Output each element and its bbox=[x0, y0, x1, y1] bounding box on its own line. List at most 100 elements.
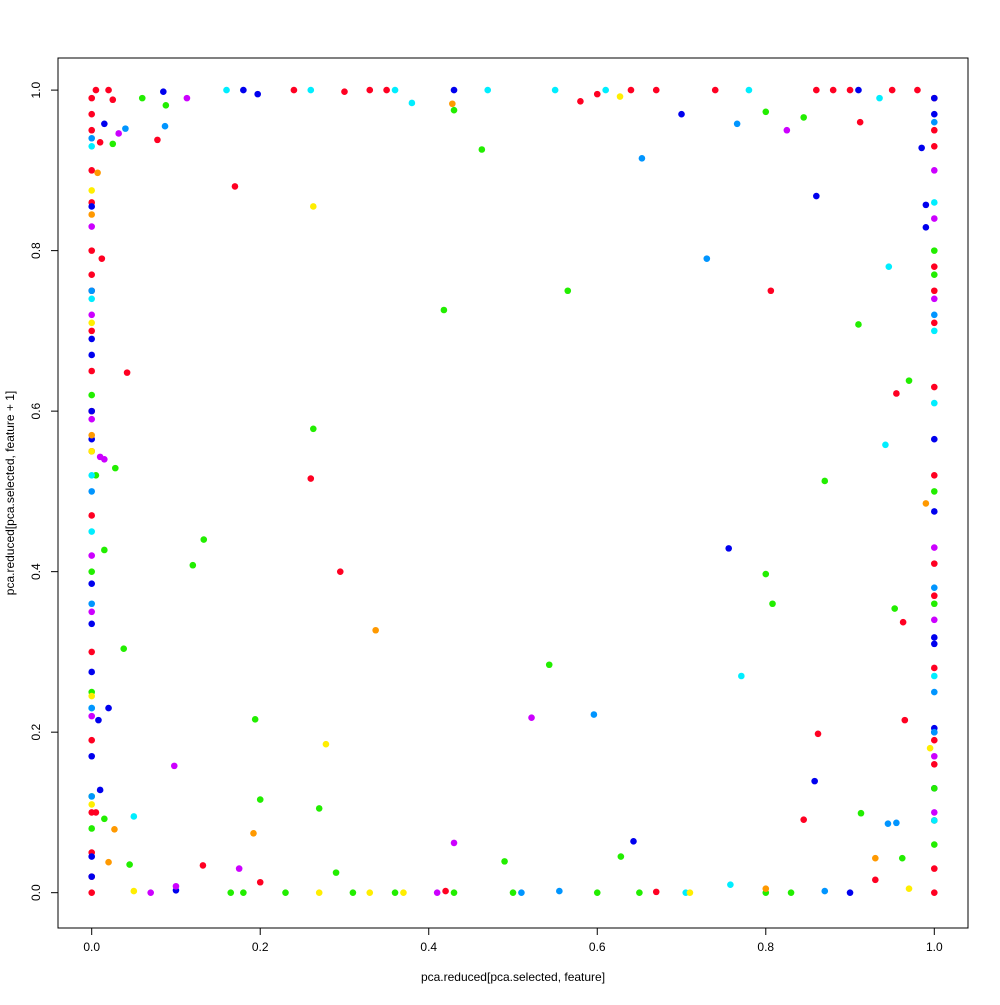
x-tick-label: 0.2 bbox=[252, 940, 269, 954]
point bbox=[189, 561, 197, 569]
point bbox=[256, 878, 264, 886]
point bbox=[930, 752, 938, 760]
point bbox=[813, 86, 820, 94]
point bbox=[250, 829, 257, 837]
point bbox=[332, 869, 340, 876]
point bbox=[88, 287, 96, 295]
point bbox=[856, 118, 864, 126]
point bbox=[170, 762, 178, 770]
point bbox=[126, 861, 133, 868]
point bbox=[800, 114, 807, 121]
point bbox=[408, 99, 416, 107]
point bbox=[930, 199, 938, 206]
point bbox=[101, 455, 108, 463]
point bbox=[433, 889, 441, 896]
point bbox=[88, 793, 96, 800]
point bbox=[855, 321, 862, 328]
point bbox=[88, 447, 96, 455]
point bbox=[111, 825, 118, 833]
point bbox=[88, 407, 96, 415]
x-tick-label: 0.8 bbox=[757, 940, 774, 954]
point bbox=[857, 809, 865, 817]
point bbox=[96, 786, 104, 794]
point bbox=[930, 247, 938, 254]
point bbox=[310, 203, 317, 210]
point bbox=[122, 125, 129, 132]
point bbox=[478, 146, 486, 153]
point bbox=[88, 512, 96, 519]
point bbox=[930, 167, 938, 174]
point bbox=[545, 661, 553, 669]
point bbox=[88, 488, 96, 495]
point bbox=[930, 94, 938, 102]
point bbox=[172, 882, 180, 890]
point bbox=[88, 247, 96, 254]
point bbox=[88, 873, 96, 880]
y-tick-label: 0.6 bbox=[29, 402, 43, 419]
point bbox=[930, 118, 938, 126]
point bbox=[105, 86, 112, 94]
point bbox=[885, 263, 893, 270]
point bbox=[872, 876, 879, 884]
point bbox=[240, 86, 247, 94]
point bbox=[160, 88, 167, 96]
point bbox=[846, 86, 854, 94]
point bbox=[882, 441, 889, 449]
point bbox=[88, 126, 96, 134]
point bbox=[930, 600, 938, 608]
point bbox=[616, 93, 624, 100]
point bbox=[930, 809, 938, 816]
point bbox=[88, 295, 96, 303]
point bbox=[88, 472, 96, 479]
point bbox=[88, 271, 96, 278]
point bbox=[905, 377, 913, 384]
point bbox=[88, 809, 96, 816]
point bbox=[88, 801, 96, 808]
point bbox=[745, 86, 753, 94]
point bbox=[282, 889, 289, 896]
point bbox=[111, 464, 119, 472]
point bbox=[893, 819, 900, 827]
point bbox=[95, 716, 102, 724]
point bbox=[450, 106, 458, 114]
point bbox=[528, 714, 535, 722]
point bbox=[88, 431, 96, 439]
point bbox=[391, 86, 399, 94]
y-tick-label: 0.8 bbox=[29, 242, 43, 259]
point bbox=[88, 568, 96, 575]
y-tick-label: 0.2 bbox=[29, 724, 43, 741]
point bbox=[617, 853, 625, 860]
point bbox=[391, 889, 399, 896]
point bbox=[88, 712, 96, 720]
point bbox=[930, 785, 938, 792]
point bbox=[813, 192, 820, 200]
point bbox=[930, 736, 938, 744]
point bbox=[88, 528, 96, 535]
point bbox=[733, 120, 741, 128]
point bbox=[652, 86, 660, 94]
point bbox=[930, 110, 938, 118]
point bbox=[154, 136, 161, 144]
point bbox=[518, 889, 525, 896]
point bbox=[484, 86, 492, 94]
point bbox=[556, 887, 563, 895]
point bbox=[130, 813, 138, 820]
point bbox=[88, 600, 96, 608]
point bbox=[930, 508, 938, 515]
point bbox=[930, 399, 938, 407]
point bbox=[88, 327, 96, 335]
point bbox=[88, 391, 96, 399]
point bbox=[930, 488, 938, 495]
point bbox=[627, 86, 635, 94]
point bbox=[88, 736, 96, 744]
point bbox=[922, 500, 930, 507]
point bbox=[88, 94, 96, 102]
point bbox=[88, 704, 96, 712]
point bbox=[593, 889, 601, 896]
point bbox=[88, 335, 96, 343]
point bbox=[922, 224, 930, 231]
point bbox=[256, 796, 264, 803]
point bbox=[450, 839, 458, 847]
point bbox=[930, 435, 938, 443]
